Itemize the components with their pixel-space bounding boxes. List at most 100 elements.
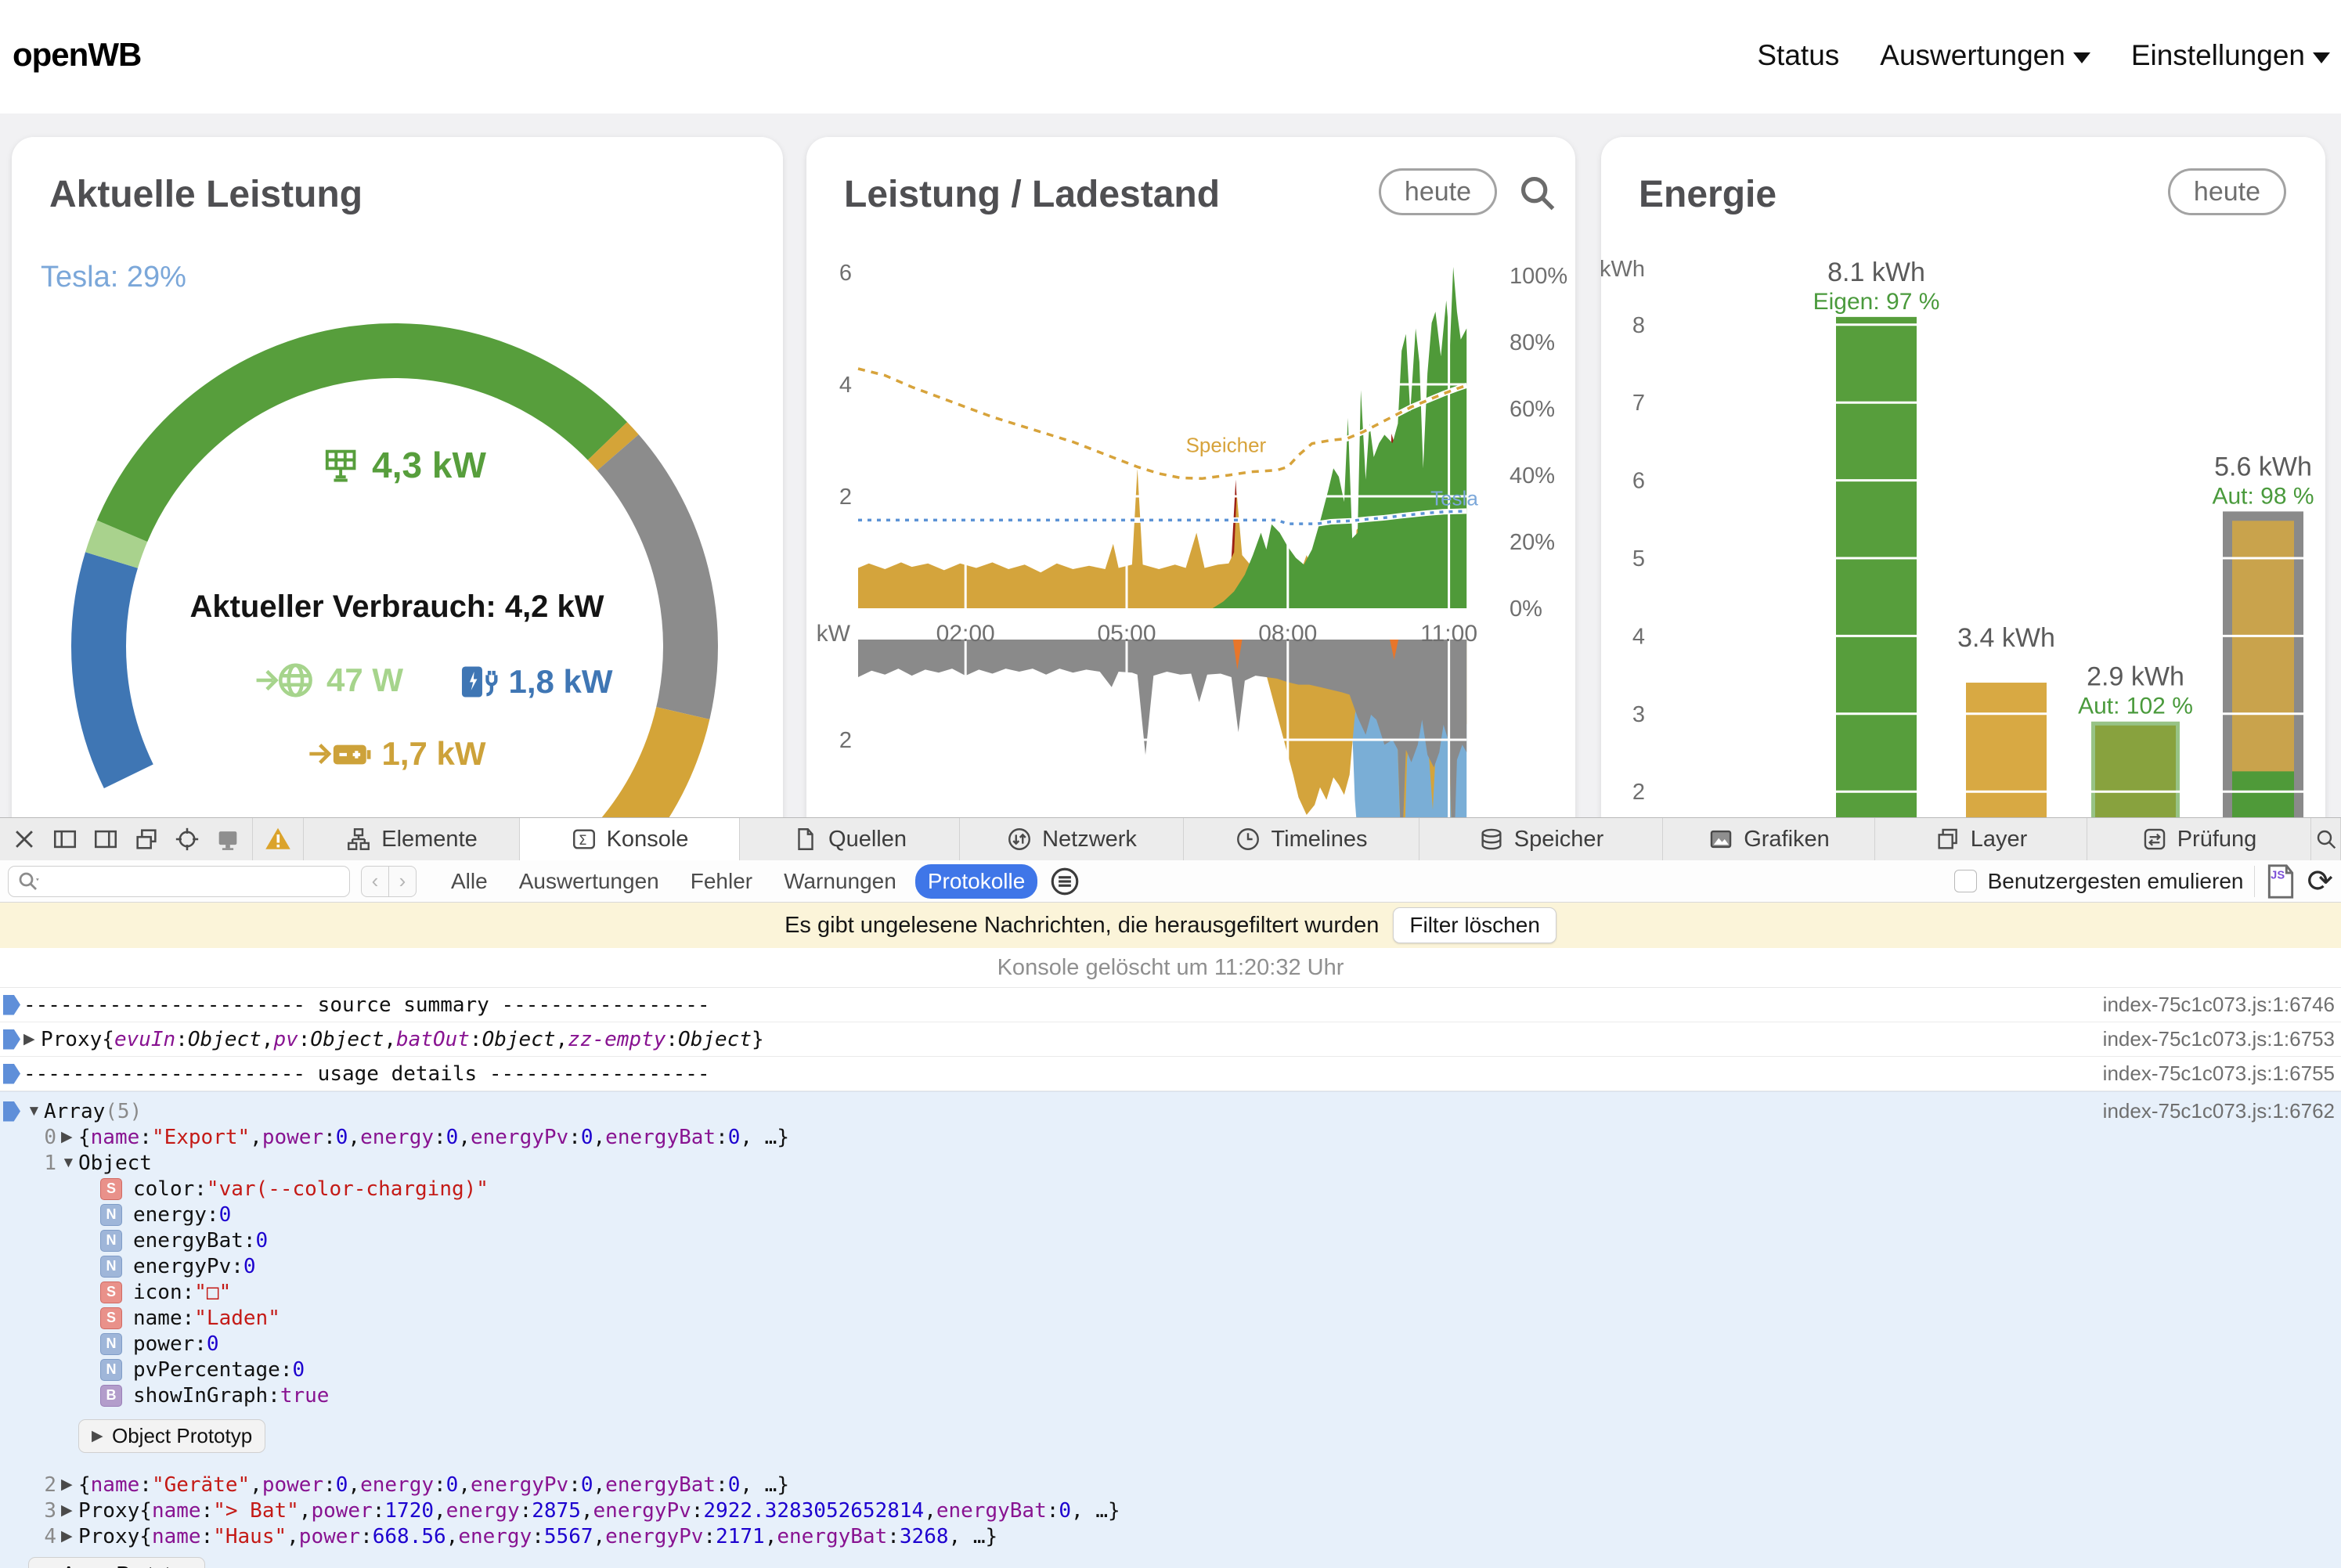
energy-unit-label: kWh <box>1601 257 1645 282</box>
source-link[interactable]: index-75c1c073.js:1:6746 <box>2102 993 2335 1016</box>
elements-icon[interactable] <box>345 826 372 852</box>
scope-alle[interactable]: Alle <box>451 868 488 893</box>
console-token: { <box>139 1498 152 1523</box>
disclosure-open-icon[interactable]: ▼ <box>27 1102 41 1119</box>
bar-sub-label: Aut: 98 % <box>2212 483 2314 509</box>
console-token: color: <box>133 1177 207 1201</box>
disclosure-closed-icon[interactable]: ▶ <box>61 1476 73 1493</box>
source-link[interactable]: index-75c1c073.js:1:6762 <box>2102 1099 2335 1123</box>
disclosure-closed-icon[interactable]: ▶ <box>61 1502 73 1519</box>
bar-value-label: 5.6 kWh <box>2214 452 2312 481</box>
search-icon[interactable] <box>2314 827 2339 852</box>
console-options-icon[interactable] <box>1048 865 1081 898</box>
gauge-segment-grid <box>85 520 148 569</box>
type-badge-N: N <box>100 1229 122 1252</box>
bar-sub-label: Eigen: 97 % <box>1813 289 1940 315</box>
console-token: power <box>262 1472 324 1497</box>
disclosure-closed-icon[interactable]: ▶ <box>61 1528 73 1545</box>
tab-konsole[interactable]: Σ Konsole <box>520 818 740 860</box>
sources-icon[interactable] <box>792 826 819 852</box>
disclosure-open-icon[interactable]: ▼ <box>61 1154 76 1171</box>
graphics-icon[interactable] <box>1708 826 1734 852</box>
warning-icon[interactable] <box>264 825 292 853</box>
console-token: , <box>348 1125 361 1149</box>
tab-label: Elemente <box>381 826 478 852</box>
tab-layer[interactable]: Layer <box>1875 818 2087 860</box>
panel-left-icon[interactable] <box>52 826 78 852</box>
device-icon[interactable] <box>215 826 241 852</box>
clear-filter-button[interactable]: Filter löschen <box>1393 907 1556 943</box>
console-token: (5) <box>105 1099 142 1123</box>
audit-icon[interactable] <box>2141 826 2168 852</box>
inspect-icon[interactable] <box>174 826 200 852</box>
array-index: 3 <box>44 1498 56 1523</box>
prototype-expander[interactable]: ▶ Object Prototyp <box>78 1419 266 1453</box>
type-badge-S: S <box>100 1307 122 1329</box>
prev-result-button[interactable]: ‹ <box>361 865 389 897</box>
console-token: , <box>445 1524 459 1548</box>
next-result-button[interactable]: › <box>389 865 417 897</box>
scope-protokolle[interactable]: Protokolle <box>914 863 1038 899</box>
tab-quellen[interactable]: Quellen <box>740 818 960 860</box>
timelines-icon[interactable] <box>1235 826 1261 852</box>
tab-label: Konsole <box>606 826 689 852</box>
detach-icon[interactable] <box>133 826 160 852</box>
disclosure-closed-icon[interactable]: ▶ <box>23 1031 35 1047</box>
prototype-expander[interactable]: ▶ Array Prototyp <box>28 1557 206 1568</box>
prototype-label: Array Prototyp <box>62 1562 192 1568</box>
panel-right-icon[interactable] <box>92 826 119 852</box>
solar-panel-icon <box>320 445 361 485</box>
source-link[interactable]: index-75c1c073.js:1:6753 <box>2102 1027 2335 1051</box>
speicher-series-label: Speicher <box>1186 433 1267 456</box>
console-icon[interactable]: Σ <box>571 826 597 852</box>
console-log-row: ----------------------- source summary -… <box>0 988 2341 1022</box>
nav-item-auswertungen[interactable]: Auswertungen <box>1880 39 2090 72</box>
nav-item-status[interactable]: Status <box>1757 39 1839 72</box>
console-token: power <box>311 1498 373 1523</box>
scope-fehler[interactable]: Fehler <box>690 868 753 893</box>
emulate-user-gestures-checkbox[interactable] <box>1953 870 1977 892</box>
type-badge-N: N <box>100 1203 122 1226</box>
timeline-range-button[interactable]: heute <box>1378 168 1497 215</box>
tab-elemente[interactable]: Elemente <box>304 818 520 860</box>
layers-icon[interactable] <box>1935 826 1961 852</box>
timeline-search-icon[interactable] <box>1517 173 1558 214</box>
reload-page-icon[interactable]: ⟳ <box>2307 863 2333 899</box>
log-marker-icon <box>3 1101 20 1122</box>
console-token: 0 <box>292 1357 305 1382</box>
svg-text:JS: JS <box>2271 869 2285 881</box>
console-search-field[interactable] <box>8 865 350 897</box>
tab-speicher[interactable]: Speicher <box>1419 818 1663 860</box>
console-token: { <box>78 1472 91 1497</box>
energy-range-button[interactable]: heute <box>2167 168 2286 215</box>
tab-search[interactable] <box>2311 818 2341 860</box>
energy-y-tick: 3 <box>1632 702 1645 727</box>
tab-grafiken[interactable]: Grafiken <box>1663 818 1875 860</box>
console-cleared-row: Konsole gelöscht um 11:20:32 Uhr <box>0 948 2341 988</box>
scope-warnungen[interactable]: Warnungen <box>784 868 896 893</box>
tab-label: Grafiken <box>1744 826 1830 852</box>
disclosure-closed-icon: ▶ <box>92 1428 103 1444</box>
log-marker-icon <box>3 1029 20 1050</box>
type-badge-N: N <box>100 1332 122 1355</box>
js-context-icon[interactable]: JS <box>2266 863 2296 899</box>
tab-prüfung[interactable]: Prüfung <box>2087 818 2311 860</box>
storage-icon[interactable] <box>1478 826 1505 852</box>
card-title-aktuelle-leistung: Aktuelle Leistung <box>49 174 363 215</box>
scope-auswertungen[interactable]: Auswertungen <box>518 868 659 893</box>
source-link[interactable]: index-75c1c073.js:1:6755 <box>2102 1062 2335 1085</box>
tab-netzwerk[interactable]: Netzwerk <box>960 818 1184 860</box>
consumption-value: Aktueller Verbrauch: 4,2 kW <box>189 589 604 624</box>
console-token: : <box>887 1524 900 1548</box>
network-icon[interactable] <box>1006 826 1033 852</box>
disclosure-closed-icon[interactable]: ▶ <box>61 1129 73 1145</box>
close-icon[interactable] <box>11 826 38 852</box>
console-search-input[interactable] <box>45 868 341 894</box>
console-token: : <box>323 1125 336 1149</box>
console-token: pv <box>273 1027 298 1051</box>
tab-timelines[interactable]: Timelines <box>1184 818 1419 860</box>
console-token: , <box>593 1524 606 1548</box>
nav-item-einstellungen[interactable]: Einstellungen <box>2131 39 2330 72</box>
